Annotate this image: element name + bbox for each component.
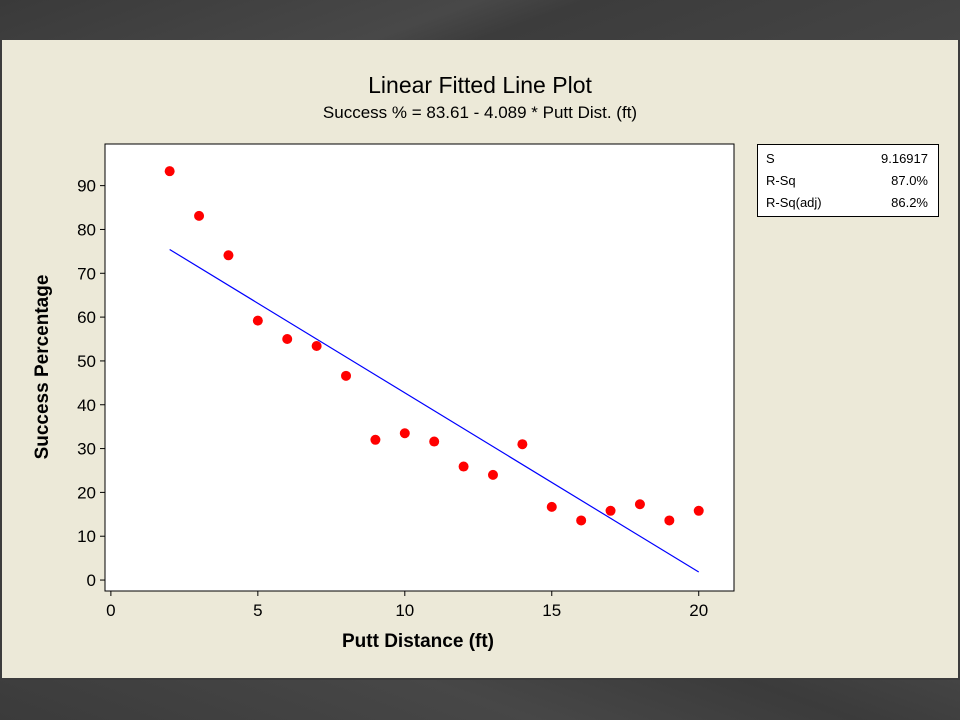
y-axis: 0 10 20 30 40 50 60 70 80 90 bbox=[77, 177, 105, 590]
data-point bbox=[605, 505, 616, 516]
fit-line-group bbox=[169, 248, 700, 573]
x-tick-label: 0 bbox=[106, 601, 115, 620]
y-tick-label: 20 bbox=[77, 483, 96, 502]
y-tick-label: 60 bbox=[77, 308, 96, 327]
x-tick-label: 20 bbox=[689, 601, 708, 620]
y-tick-label: 70 bbox=[77, 264, 96, 283]
x-axis: 0 5 10 15 20 bbox=[106, 591, 708, 620]
data-point bbox=[252, 315, 263, 326]
stat-label: S bbox=[766, 151, 775, 166]
scatter-plot: 0 10 20 30 40 50 60 70 80 90 0 5 10 15 20 Putt Distan… bbox=[32, 143, 735, 652]
stat-value: 86.2% bbox=[891, 195, 928, 210]
stat-row-rsq-adj: R-Sq(adj) 86.2% bbox=[758, 192, 938, 214]
y-axis-label: Success Percentage bbox=[32, 275, 53, 460]
stat-label: R-Sq(adj) bbox=[766, 195, 822, 210]
slide-background-top bbox=[0, 0, 960, 40]
data-point bbox=[634, 499, 645, 510]
x-tick-label: 10 bbox=[395, 601, 414, 620]
y-tick-label: 50 bbox=[77, 352, 96, 371]
data-point bbox=[399, 428, 410, 439]
y-tick-label: 80 bbox=[77, 220, 96, 239]
y-tick-label: 0 bbox=[87, 571, 96, 590]
regression-fit-line bbox=[169, 248, 700, 573]
y-tick-label: 30 bbox=[77, 440, 96, 459]
x-tick-label: 15 bbox=[542, 601, 561, 620]
data-point bbox=[487, 469, 498, 480]
chart-panel: Linear Fitted Line Plot Success % = 83.6… bbox=[2, 40, 958, 678]
plot-area bbox=[104, 143, 735, 592]
data-points bbox=[164, 166, 704, 526]
x-axis-label: Putt Distance (ft) bbox=[342, 631, 494, 652]
data-point bbox=[164, 166, 175, 177]
data-point bbox=[693, 505, 704, 516]
y-tick-label: 40 bbox=[77, 396, 96, 415]
data-point bbox=[282, 334, 293, 345]
slide-background-bottom bbox=[0, 680, 960, 720]
data-point bbox=[546, 501, 557, 512]
data-point bbox=[664, 515, 675, 526]
data-point bbox=[223, 250, 234, 261]
chart-subtitle: Success % = 83.61 - 4.089 * Putt Dist. (… bbox=[322, 103, 638, 122]
data-point bbox=[458, 461, 469, 472]
stat-row-s: S 9.16917 bbox=[758, 148, 938, 170]
y-tick-label: 10 bbox=[77, 527, 96, 546]
stat-row-rsq: R-Sq 87.0% bbox=[758, 170, 938, 192]
data-point bbox=[429, 436, 440, 447]
stat-value: 9.16917 bbox=[881, 151, 928, 166]
regression-stats-box: S 9.16917 R-Sq 87.0% R-Sq(adj) 86.2% bbox=[757, 144, 939, 217]
data-point bbox=[370, 434, 381, 445]
data-point bbox=[194, 210, 205, 221]
data-point bbox=[341, 370, 352, 381]
data-point bbox=[517, 439, 528, 450]
chart-title: Linear Fitted Line Plot bbox=[368, 72, 592, 98]
stat-label: R-Sq bbox=[766, 173, 796, 188]
x-tick-label: 5 bbox=[253, 601, 262, 620]
data-point bbox=[576, 515, 587, 526]
stat-value: 87.0% bbox=[891, 173, 928, 188]
y-tick-label: 90 bbox=[77, 177, 96, 196]
data-point bbox=[311, 341, 322, 352]
